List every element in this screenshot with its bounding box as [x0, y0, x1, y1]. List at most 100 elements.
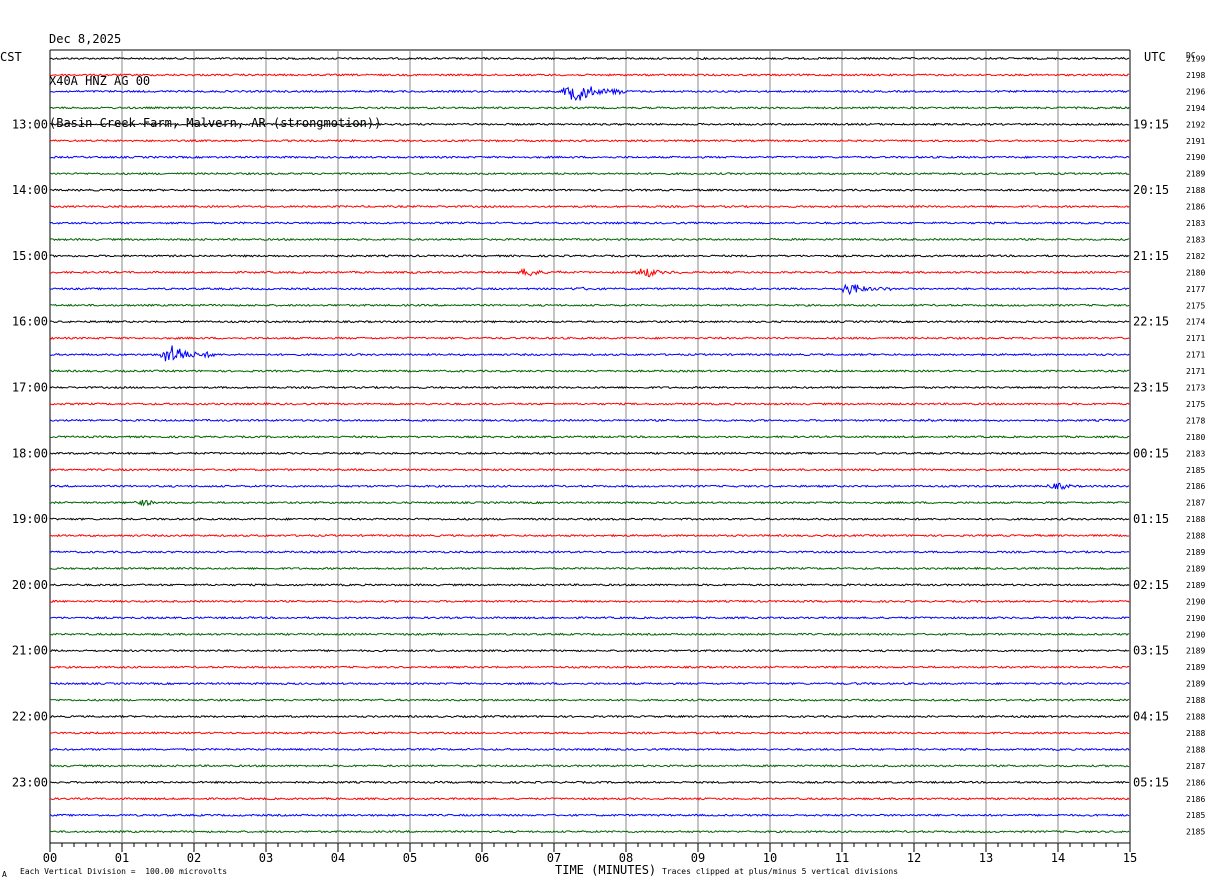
cst-hour-label: 15:00: [12, 249, 48, 263]
x-tick-label: 00: [43, 851, 57, 865]
x-tick-label: 11: [835, 851, 849, 865]
cst-hour-label: 21:00: [12, 644, 48, 658]
dc-offset-label: 2174: [1186, 318, 1205, 327]
utc-hour-label: 22:15: [1133, 315, 1169, 329]
dc-offset-label: 2198: [1186, 71, 1205, 80]
x-tick-label: 09: [691, 851, 705, 865]
dc-offset-label: 2185: [1186, 811, 1205, 820]
trace-line: [49, 616, 1130, 620]
trace-line: [49, 303, 1130, 307]
dc-offset-label: 2194: [1186, 104, 1205, 113]
x-tick-label: 04: [331, 851, 345, 865]
utc-hour-label: 01:15: [1133, 512, 1169, 526]
dc-offset-label: 2180: [1186, 433, 1205, 442]
trace-line: [49, 369, 1130, 373]
trace-line: [49, 451, 1130, 456]
trace-line: [49, 171, 1130, 176]
trace-line: [49, 402, 1130, 406]
trace-line: [49, 599, 1130, 604]
trace-line: [49, 319, 1130, 324]
dc-offset-label: 2186: [1186, 778, 1205, 787]
trace-line: [49, 714, 1130, 719]
cst-hour-label: 20:00: [12, 578, 48, 592]
trace-line: [49, 106, 1130, 110]
trace-line: [49, 796, 1130, 801]
dc-offset-label: 2188: [1186, 532, 1205, 541]
x-tick-label: 06: [475, 851, 489, 865]
trace-line: [49, 204, 1130, 209]
utc-hour-label: 19:15: [1133, 117, 1169, 131]
dc-offset-label: 2189: [1186, 680, 1205, 689]
left-timezone-label: CST: [0, 50, 22, 64]
trace-line: [49, 829, 1130, 834]
trace-line: [49, 336, 1130, 340]
trace-line: [49, 254, 1130, 258]
dc-offset-label: 2191: [1186, 137, 1205, 146]
cst-hour-label: 18:00: [12, 446, 48, 460]
dc-offset-label: 2189: [1186, 663, 1205, 672]
utc-hour-label: 04:15: [1133, 710, 1169, 724]
trace-line: [49, 550, 1130, 554]
cst-hour-label: 16:00: [12, 315, 48, 329]
time-labels: 00 01 02 03 04 05 06 07 08 09 10 11 12 13 14 15 2199 2198…: [12, 55, 1206, 866]
trace-line: [49, 345, 1130, 362]
dc-offset-label: 2190: [1186, 630, 1205, 639]
x-axis-title: TIME (MINUTES): [555, 863, 656, 877]
x-tick-label: 13: [979, 851, 993, 865]
trace-line: [49, 188, 1130, 192]
utc-hour-label: 02:15: [1133, 578, 1169, 592]
dc-offset-label: 2173: [1186, 384, 1205, 393]
trace-line: [49, 56, 1130, 61]
utc-hour-label: 03:15: [1133, 644, 1169, 658]
trace-line: [49, 283, 1130, 296]
dc-offset-label: 2190: [1186, 597, 1205, 606]
cst-hour-label: 22:00: [12, 710, 48, 724]
dc-offset-label: 2188: [1186, 729, 1205, 738]
utc-hour-label: 21:15: [1133, 249, 1169, 263]
dc-offset-label: 2190: [1186, 614, 1205, 623]
x-tick-label: 08: [619, 851, 633, 865]
dc-offset-label: 2188: [1186, 696, 1205, 705]
trace-line: [49, 86, 1130, 102]
footer-mark: A: [2, 870, 7, 879]
x-tick-label: 02: [187, 851, 201, 865]
dc-offset-label: 2189: [1186, 564, 1205, 573]
trace-line: [49, 155, 1130, 159]
utc-hour-label: 23:15: [1133, 381, 1169, 395]
trace-line: [49, 122, 1130, 127]
trace-line: [49, 764, 1130, 768]
cst-hour-label: 13:00: [12, 117, 48, 131]
station-label: X40A HNZ AG 00: [49, 74, 151, 88]
dc-offset-label: 2185: [1186, 466, 1205, 475]
dc-offset-label: 2189: [1186, 647, 1205, 656]
trace-line: [49, 435, 1130, 439]
dc-offset-label: 2187: [1186, 762, 1205, 771]
trace-line: [49, 268, 1130, 278]
date-label: Dec 8,2025: [49, 32, 122, 46]
trace-line: [49, 468, 1130, 472]
x-tick-label: 10: [763, 851, 777, 865]
dc-column-label: DC: [1186, 51, 1196, 60]
dc-offset-label: 2188: [1186, 515, 1205, 524]
dc-offset-label: 2199: [1186, 55, 1205, 64]
dc-offset-label: 2186: [1186, 203, 1205, 212]
cst-hour-label: 17:00: [12, 381, 48, 395]
trace-line: [49, 533, 1130, 538]
trace-line: [49, 665, 1130, 669]
dc-offset-label: 2188: [1186, 745, 1205, 754]
utc-hour-label: 05:15: [1133, 775, 1169, 789]
trace-line: [49, 221, 1130, 225]
dc-offset-label: 2178: [1186, 416, 1205, 425]
cst-hour-label: 19:00: [12, 512, 48, 526]
location-label: (Basin Creek Farm, Malvern, AR (strongmo…: [49, 116, 382, 130]
dc-offset-label: 2196: [1186, 87, 1205, 96]
utc-hour-label: 20:15: [1133, 183, 1169, 197]
dc-offset-label: 2171: [1186, 351, 1205, 360]
grid-lines: [49, 49, 1131, 852]
trace-line: [49, 138, 1130, 143]
x-tick-label: 12: [907, 851, 921, 865]
trace-line: [49, 747, 1130, 752]
dc-offset-label: 2189: [1186, 581, 1205, 590]
dc-offset-label: 2177: [1186, 285, 1205, 294]
